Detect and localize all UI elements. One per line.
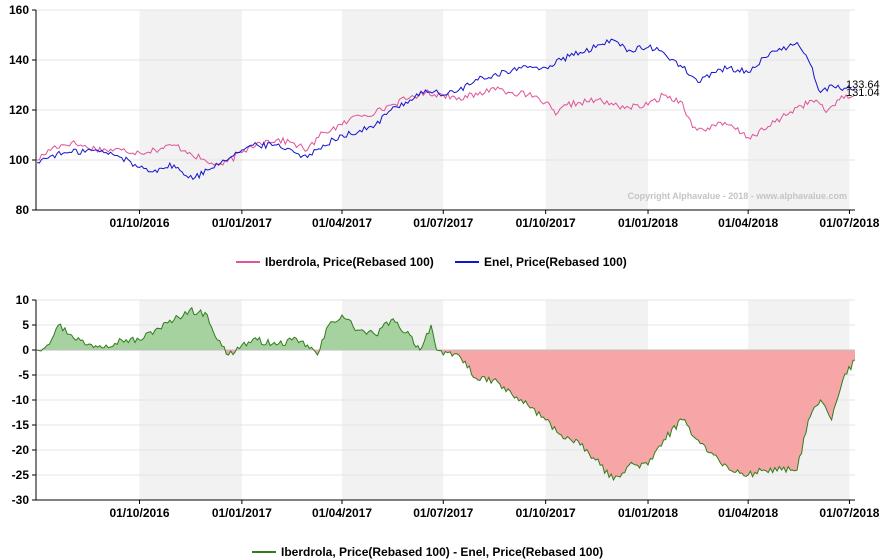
y-axis-ticks: 80 100 120 140 160 [9,3,36,217]
spread-areas [36,307,855,480]
x-tick-label: 01/10/2016 [109,216,169,230]
series-line [36,38,856,181]
positive-area [37,307,855,350]
y-tick-label: 80 [16,203,30,217]
x-tick-label: 01/07/2018 [819,506,879,520]
x-tick-label: 01/10/2017 [516,506,576,520]
end-value-label: 131.04 [846,87,880,99]
legend-label: Enel, Price(Rebased 100) [484,255,627,269]
legend-label: Iberdrola, Price(Rebased 100) [265,255,434,269]
x-tick-label: 01/07/2018 [819,216,879,230]
x-tick-label: 01/04/2018 [718,506,778,520]
end-value-label: 133.64 [846,79,880,91]
x-axis-ticks: 01/10/2016 01/01/2017 01/04/2017 01/07/2017… [109,210,880,230]
y-tick-label: 100 [9,153,29,167]
x-tick-label: 01/01/2018 [618,506,678,520]
charts-area: 80 100 120 140 160 01/10/2016 01/01/2017 01/04… [9,3,880,559]
spread-legend: Iberdrola, Price(Rebased 100) - Enel, Pr… [252,545,603,559]
x-axis-ticks: 01/10/2016 01/01/2017 01/04/2017 01/07/2017… [109,500,880,520]
y-tick-label: -10 [12,393,30,407]
x-tick-label: 01/01/2018 [618,216,678,230]
y-tick-label: -30 [12,493,30,507]
price-chart: 80 100 120 140 160 01/10/2016 01/01/2017 01/04… [9,3,880,269]
y-tick-label: 10 [16,293,30,307]
y-tick-label: -20 [12,443,30,457]
x-tick-label: 01/07/2017 [413,216,473,230]
spread-series [36,306,856,482]
y-tick-label: -5 [18,368,29,382]
x-tick-label: 01/04/2017 [312,216,372,230]
x-tick-label: 01/04/2017 [312,506,372,520]
y-tick-label: 5 [22,318,29,332]
negative-area [37,350,855,480]
y-tick-label: 0 [22,343,29,357]
y-axis-ticks: -30 -25 -20 -15 -10 -5 0 5 10 [12,293,36,507]
y-tick-label: 160 [9,3,29,17]
x-tick-label: 01/01/2017 [212,506,272,520]
x-tick-label: 01/07/2017 [413,506,473,520]
spread-chart: -30 -25 -20 -15 -10 -5 0 5 10 01/10/2016 01/01/20… [12,293,880,559]
copyright-text: Copyright Alphavalue - 2018 - www.alphav… [628,191,847,201]
y-tick-label: -15 [12,418,30,432]
x-tick-label: 01/01/2017 [212,216,272,230]
x-tick-label: 01/10/2017 [516,216,576,230]
y-tick-label: -25 [12,468,30,482]
series-line [36,306,856,482]
y-tick-label: 140 [9,53,29,67]
price-series [36,38,856,181]
y-tick-label: 120 [9,103,29,117]
legend-label: Iberdrola, Price(Rebased 100) - Enel, Pr… [281,545,603,559]
price-legend: Iberdrola, Price(Rebased 100) Enel, Price… [236,255,627,269]
x-tick-label: 01/04/2018 [718,216,778,230]
x-tick-label: 01/10/2016 [109,506,169,520]
